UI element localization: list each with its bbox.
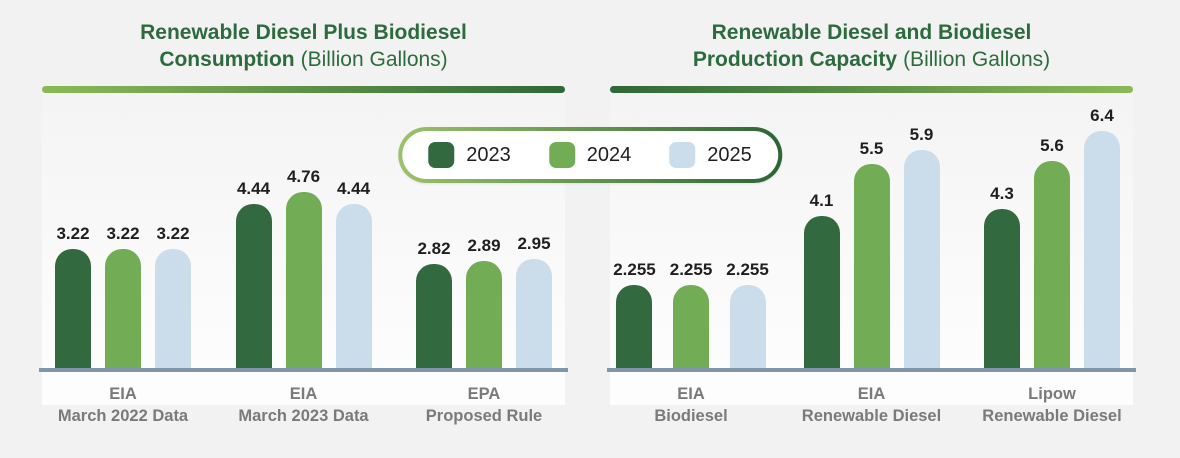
bar-cell: 3.22 (55, 224, 91, 368)
bars-row: 3.22 3.22 3.22 (42, 167, 565, 368)
x-axis-category: EIA Biodiesel (654, 384, 728, 425)
bar-value-label: 2.89 (467, 235, 501, 255)
bar-value-label: 3.22 (106, 223, 140, 243)
bar-group-eia-renewable-diesel: 4.1 5.5 5.9 (797, 125, 947, 368)
bar-cell: 4.44 (235, 178, 272, 368)
x-axis-category: EPA Proposed Rule (425, 384, 543, 425)
charts-row: Renewable Diesel Plus Biodiesel Consumpt… (39, 20, 1136, 428)
chart-title-production: Renewable Diesel and Biodiesel Productio… (610, 20, 1133, 74)
title-line1: Renewable Diesel and Biodiesel (711, 21, 1032, 44)
bar-cell: 2.95 (516, 234, 552, 368)
title-underline (42, 85, 565, 93)
title-line2: Production Capacity (Billion Gallons) (692, 47, 1051, 71)
x-axis-labels: EIA Biodiesel EIA Renewable Diesel Lipow… (610, 384, 1133, 428)
legend-label: 2023 (466, 143, 511, 166)
bar-cell: 5.9 (903, 124, 940, 368)
title-line2: Consumption (Billion Gallons) (159, 47, 448, 71)
x-axis-labels: EIA March 2022 Data EIA March 2023 Data … (42, 384, 565, 428)
bar-value-label: 2.255 (726, 259, 769, 279)
bar-cell: 3.22 (155, 224, 191, 368)
bar-value-label: 2.255 (613, 259, 656, 279)
bar-2025 (1084, 130, 1120, 368)
bar-value-label: 4.76 (286, 166, 321, 186)
bar-cell: 2.255 (726, 260, 769, 368)
bar-cell: 6.4 (1084, 106, 1120, 368)
x-axis-category: EIA March 2023 Data (238, 384, 369, 425)
chart-production-capacity: Renewable Diesel and Biodiesel Productio… (607, 20, 1136, 428)
bars-row: 2.255 2.255 2.255 (610, 106, 1133, 368)
bar-value-label: 2.255 (669, 259, 713, 279)
bar-cell: 2.255 (613, 260, 656, 368)
bar-cell: 5.5 (853, 138, 890, 368)
bar-group-eia-march-2023: 4.44 4.76 4.44 (229, 167, 379, 368)
bar-value-label: 3.22 (156, 223, 190, 243)
bar-2024 (1034, 160, 1070, 368)
bar-2025 (335, 203, 372, 368)
bar-cell: 5.6 (1034, 136, 1070, 368)
bar-2023 (55, 248, 91, 368)
bar-cell: 4.44 (335, 178, 372, 368)
legend-label: 2025 (707, 143, 752, 166)
bar-2024 (853, 163, 890, 368)
bar-group-eia-march-2022: 3.22 3.22 3.22 (48, 224, 198, 368)
legend-item-2025: 2025 (669, 142, 752, 168)
bar-2023 (984, 208, 1020, 368)
bar-group-epa-proposed-rule: 2.82 2.89 2.95 (409, 234, 559, 368)
chart-consumption: Renewable Diesel Plus Biodiesel Consumpt… (39, 20, 568, 428)
bar-2023 (235, 203, 272, 368)
bar-value-label: 6.4 (1090, 105, 1114, 125)
legend-swatch-2023 (428, 142, 455, 168)
x-axis-category: EIA Renewable Diesel (801, 384, 942, 425)
bar-2023 (416, 263, 452, 368)
x-axis-category: Lipow Renewable Diesel (982, 384, 1122, 425)
x-axis-line (607, 367, 1136, 372)
bar-cell: 2.89 (466, 236, 502, 368)
bar-value-label: 5.9 (909, 124, 934, 144)
bar-value-label: 2.82 (417, 238, 451, 258)
legend: 2023 2024 2025 (398, 127, 782, 183)
bar-cell: 4.76 (285, 166, 322, 368)
bar-2024 (105, 248, 141, 368)
title-underline (610, 85, 1133, 93)
bar-value-label: 4.3 (990, 183, 1014, 203)
bar-value-label: 4.1 (809, 190, 834, 210)
bar-2024 (285, 191, 322, 368)
x-axis-category: EIA March 2022 Data (57, 384, 189, 425)
legend-item-2023: 2023 (428, 142, 511, 168)
bar-2024 (673, 284, 709, 368)
bar-value-label: 5.5 (859, 138, 884, 158)
bar-cell: 4.1 (803, 190, 840, 368)
bar-cell: 2.255 (669, 259, 713, 368)
bar-2023 (616, 284, 653, 368)
bar-value-label: 3.22 (56, 223, 90, 243)
x-axis-line (39, 367, 568, 372)
bar-2025 (903, 149, 940, 368)
bar-2025 (155, 248, 191, 368)
bar-value-label: 5.6 (1040, 135, 1064, 155)
bar-cell: 2.82 (416, 239, 452, 368)
legend-inner: 2023 2024 2025 (402, 131, 778, 179)
chart-title-consumption: Renewable Diesel Plus Biodiesel Consumpt… (42, 20, 565, 74)
legend-swatch-2025 (669, 142, 696, 168)
bar-cell: 3.22 (105, 224, 141, 368)
bar-2025 (516, 258, 552, 368)
bar-2025 (729, 284, 766, 368)
legend-item-2024: 2024 (548, 142, 632, 168)
legend-label: 2024 (586, 143, 632, 166)
bar-2023 (803, 215, 840, 368)
legend-swatch-2024 (548, 142, 575, 168)
bar-value-label: 4.44 (236, 178, 271, 198)
bar-cell: 4.3 (984, 184, 1020, 368)
bar-value-label: 2.95 (517, 233, 551, 253)
bar-2024 (466, 260, 502, 368)
bar-value-label: 4.44 (336, 178, 371, 198)
bar-group-eia-biodiesel: 2.255 2.255 2.255 (613, 259, 769, 368)
bar-group-lipow-renewable-diesel: 4.3 5.6 6.4 (977, 106, 1127, 368)
title-line1: Renewable Diesel Plus Biodiesel (140, 21, 467, 44)
